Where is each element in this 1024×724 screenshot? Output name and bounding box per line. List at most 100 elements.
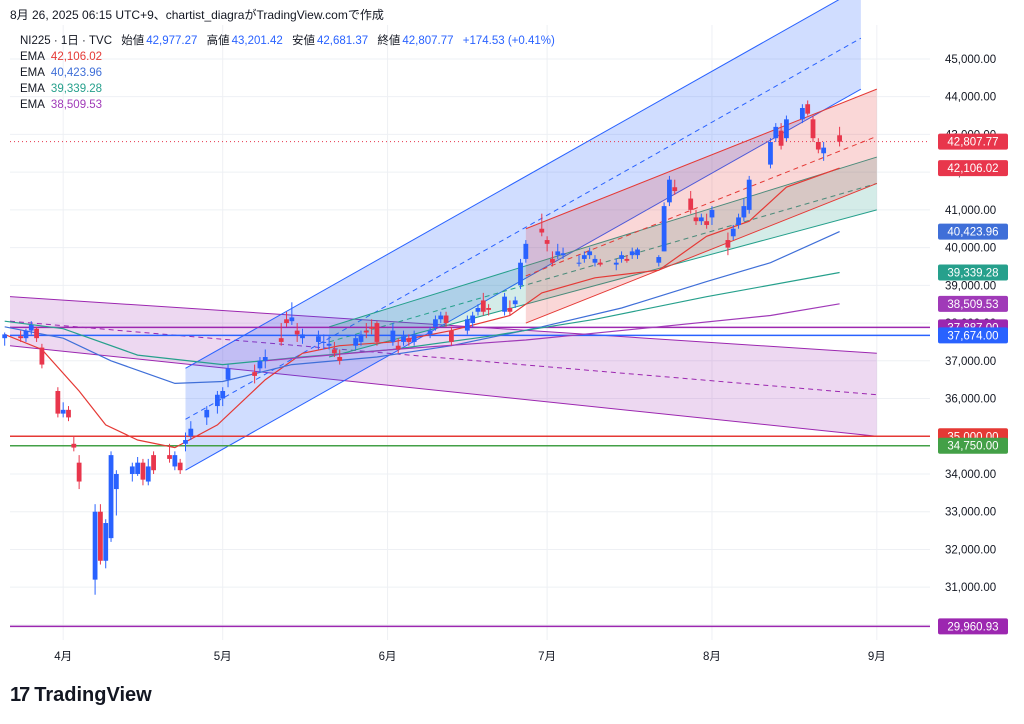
channel-lower-line	[9, 345, 877, 437]
ema-value: 39,339.28	[50, 83, 103, 95]
chart-caption: 8月 26, 2025 06:15 UTC+9、chartist_diagraが…	[10, 8, 384, 22]
price-label-box	[938, 437, 1008, 454]
close-value: 42,807.77	[402, 35, 454, 47]
channel-upper-line	[328, 156, 877, 328]
candle-body	[778, 130, 784, 146]
candle-body	[262, 357, 268, 361]
candle-body	[470, 315, 476, 324]
candle-body	[369, 326, 375, 329]
candle-body	[188, 428, 194, 437]
candle-body	[741, 206, 747, 218]
candle-body	[71, 443, 77, 448]
candle-body	[108, 455, 114, 539]
candle-body	[257, 360, 263, 369]
candle-body	[613, 262, 619, 265]
x-tick-label: 7月	[538, 651, 556, 663]
candle-body	[294, 330, 300, 335]
candle-body	[448, 330, 454, 342]
candle-body	[486, 307, 492, 310]
candle-body	[284, 319, 289, 324]
candle-body	[480, 300, 486, 312]
low-label: 安値	[291, 35, 315, 47]
candle-body	[544, 240, 550, 244]
candle-body	[427, 330, 433, 335]
candle-body	[60, 409, 66, 414]
ema-value: 40,423.96	[50, 67, 103, 79]
candle-body	[661, 206, 667, 252]
candle-body	[629, 251, 635, 256]
ema-label: EMA	[20, 83, 45, 95]
candle-body	[624, 258, 630, 261]
candle-body	[204, 409, 210, 418]
y-tick-label: 37,000.00	[945, 356, 996, 368]
candles	[2, 100, 842, 595]
candle-body	[225, 368, 231, 380]
candle-body	[730, 228, 736, 237]
candle-body	[406, 338, 412, 342]
candle-body	[289, 317, 295, 322]
candle-body	[635, 249, 640, 256]
candle-body	[815, 141, 821, 150]
low-value: 42,681.37	[316, 35, 369, 47]
channel-lower-line	[185, 88, 862, 471]
price-label: 39,339.28	[947, 268, 998, 280]
channel-lower-line	[525, 183, 878, 324]
candle-body	[395, 345, 401, 350]
candle-body	[709, 209, 715, 218]
candle-body	[103, 523, 109, 561]
ema-value: 42,106.02	[50, 51, 103, 63]
y-tick-label: 33,000.00	[945, 507, 996, 519]
candle-body	[140, 462, 146, 480]
price-label-box	[938, 160, 1008, 177]
price-label-box	[938, 133, 1008, 150]
candle-body	[518, 262, 523, 286]
x-tick-label: 8月	[703, 651, 721, 663]
candle-body	[773, 126, 779, 139]
price-label-box	[938, 264, 1008, 281]
price-label: 37,674.00	[947, 330, 998, 342]
candle-body	[23, 330, 29, 339]
candle-body	[523, 243, 529, 259]
candle-body	[326, 343, 332, 346]
candle-body	[433, 319, 438, 327]
candle-body	[502, 296, 507, 312]
high-label: 高値	[206, 35, 230, 47]
candle-body	[704, 221, 710, 225]
candle-body	[550, 258, 555, 263]
candle-body	[390, 330, 396, 342]
ema-label: EMA	[20, 99, 45, 111]
candle-body	[252, 372, 258, 376]
candle-body	[55, 390, 61, 414]
candle-body	[76, 462, 82, 482]
candle-body	[746, 179, 752, 210]
horizontal-lines	[10, 326, 930, 628]
candle-body	[698, 217, 704, 222]
candle-body	[443, 315, 449, 324]
candle-body	[837, 135, 842, 142]
y-tick-label: 32,000.00	[945, 544, 996, 556]
tradingview-logo[interactable]: 17 TradingView	[10, 684, 152, 707]
close-label: 終値	[377, 35, 401, 47]
x-tick-label: 9月	[868, 651, 886, 663]
candle-body	[619, 255, 624, 259]
brand-name: TradingView	[34, 684, 152, 706]
candle-body	[145, 466, 151, 482]
price-label: 29,960.93	[947, 621, 998, 633]
candle-body	[316, 336, 321, 342]
candle-body	[2, 334, 8, 339]
candle-body	[475, 307, 481, 312]
price-label-box	[938, 618, 1008, 635]
price-axis: 45,000.0044,000.0043,000.0042,000.0041,0…	[938, 54, 1008, 635]
x-tick-label: 6月	[379, 651, 397, 663]
candle-body	[374, 323, 380, 342]
y-tick-label: 44,000.00	[945, 92, 996, 104]
price-label-box	[938, 295, 1008, 312]
channel-fill	[329, 157, 877, 358]
ema-line	[4, 231, 840, 385]
candle-body	[215, 394, 220, 407]
price-label: 40,423.96	[947, 227, 998, 239]
candle-body	[672, 187, 678, 192]
channel-upper-line	[525, 88, 878, 230]
candle-body	[167, 455, 172, 459]
